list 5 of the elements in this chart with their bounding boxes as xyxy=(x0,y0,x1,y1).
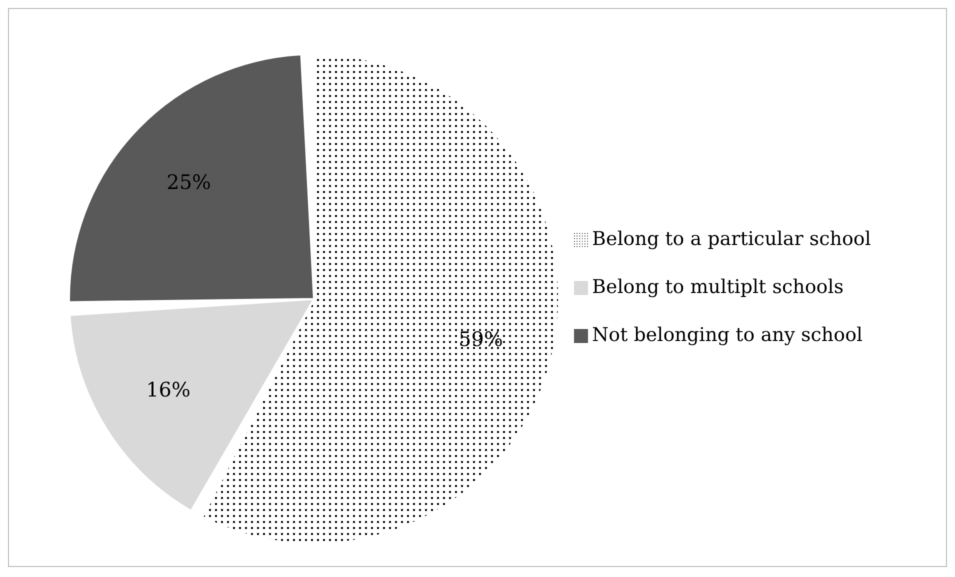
legend-label: Belong to a particular school xyxy=(592,228,871,250)
data-label: 25% xyxy=(166,170,212,194)
data-label: 16% xyxy=(146,377,191,402)
legend-label: Belong to multiplt schools xyxy=(592,276,844,298)
legend-label: Not belonging to any school xyxy=(592,324,863,346)
